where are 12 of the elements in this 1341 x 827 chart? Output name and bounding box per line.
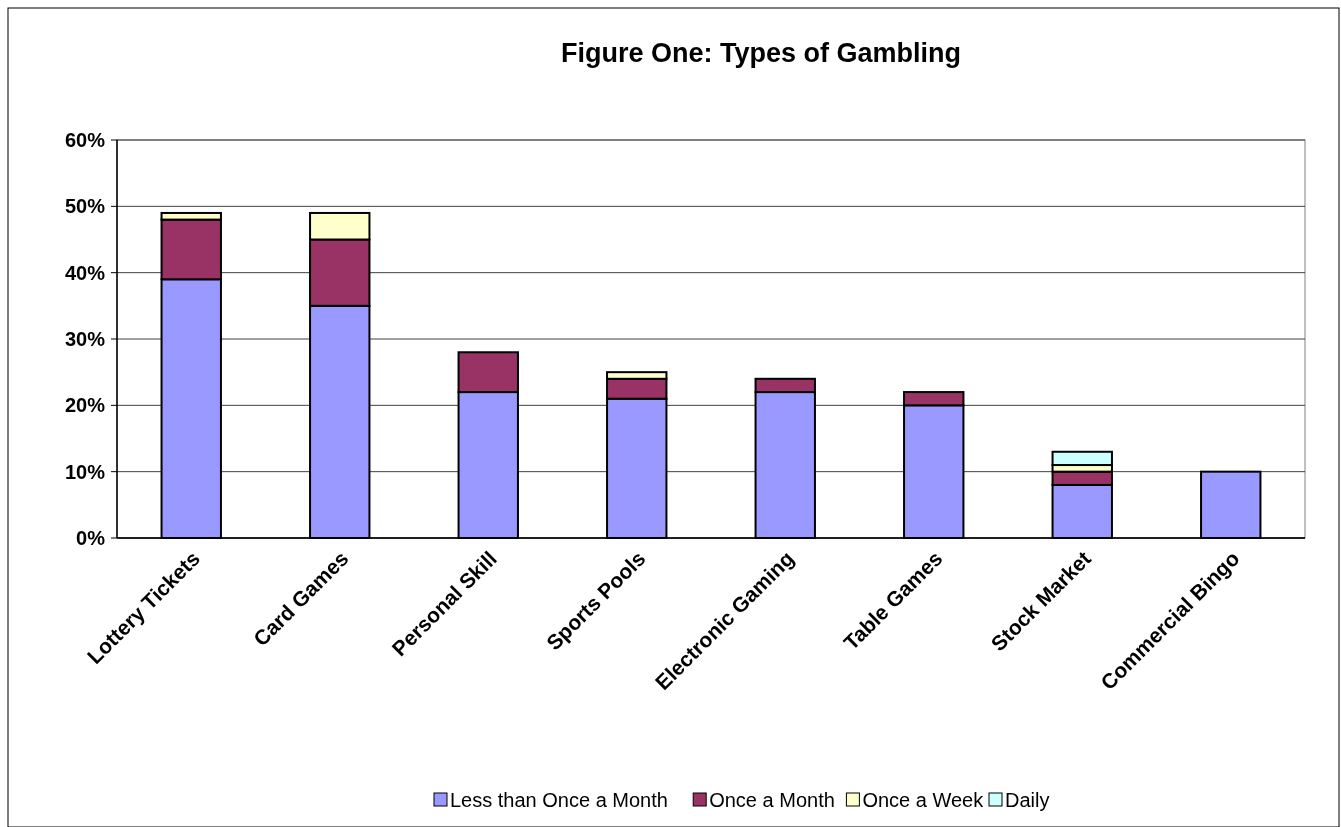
y-tick-label: 40% [64,261,106,284]
legend-label: Once a Week [862,789,985,811]
chart-title: Figure One: Types of Gambling [560,38,962,68]
y-tick-label: 30% [64,328,106,350]
legend-label: Daily [1005,789,1050,811]
legend-label: Once a Month [709,789,835,811]
y-tick-label: 10% [64,460,106,483]
y-tick-label: 0% [76,527,106,549]
y-tick-label: 60% [64,129,106,151]
y-tick-label: 20% [64,394,106,417]
y-tick-label: 50% [64,195,106,218]
legend-label: Less than Once a Month [450,789,668,811]
